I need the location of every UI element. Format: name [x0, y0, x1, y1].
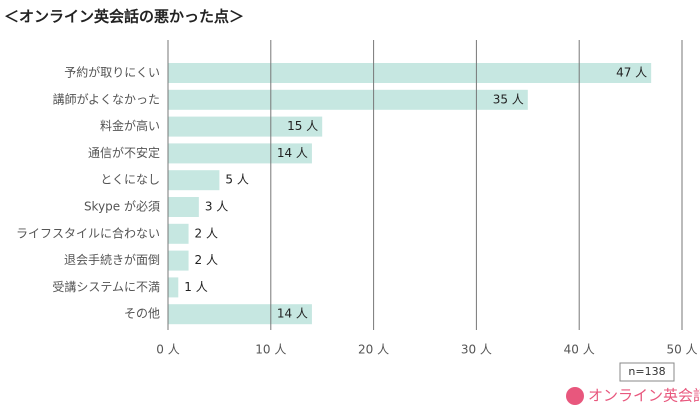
bar	[168, 89, 528, 110]
chart-title: ＜オンライン英会話の悪かった点＞	[4, 8, 244, 26]
y-tick-label: 予約が取りにくい	[64, 65, 160, 80]
y-tick-label: 受講システムに不満	[52, 279, 160, 294]
y-tick-label: とくになし	[100, 173, 160, 187]
bar	[168, 304, 312, 325]
logo: オンライン英会話	[588, 387, 700, 405]
x-tick-label: 40 人	[564, 343, 595, 357]
bar	[168, 223, 189, 244]
bar	[168, 277, 179, 298]
value-label: 35 人	[493, 92, 524, 106]
x-tick-label: 50 人	[666, 343, 697, 357]
value-label: 2 人	[195, 226, 218, 240]
value-label: 1 人	[184, 280, 207, 294]
value-label: 5 人	[225, 173, 248, 187]
bar	[168, 143, 312, 164]
bar	[168, 250, 189, 271]
x-tick-label: 0 人	[156, 343, 179, 357]
value-label: 3 人	[205, 200, 228, 214]
y-tick-label: その他	[124, 307, 160, 321]
bar	[168, 197, 199, 217]
value-label: 14 人	[277, 146, 308, 160]
bar	[168, 170, 220, 191]
value-label: 14 人	[277, 307, 308, 321]
x-tick-label: 30 人	[461, 343, 492, 357]
y-tick-label: ライフスタイルに合わない	[16, 225, 160, 240]
bar	[168, 63, 652, 83]
y-tick-label: 料金が高い	[100, 118, 160, 133]
value-label: 2 人	[195, 253, 218, 267]
x-tick-label: 10 人	[255, 343, 286, 357]
value-label: 15 人	[287, 119, 318, 133]
y-tick-label: Skype が必須	[84, 199, 160, 214]
value-label: 47 人	[616, 66, 647, 80]
y-tick-label: 講師がよくなかった	[53, 91, 160, 106]
x-tick-label: 20 人	[358, 343, 389, 357]
bar	[168, 116, 323, 137]
y-tick-label: 通信が不安定	[88, 145, 160, 160]
logo-icon	[566, 387, 584, 405]
annotation: n=138	[628, 365, 665, 378]
y-tick-label: 退会手続きが面倒	[64, 252, 160, 267]
annotation-box	[619, 362, 675, 382]
